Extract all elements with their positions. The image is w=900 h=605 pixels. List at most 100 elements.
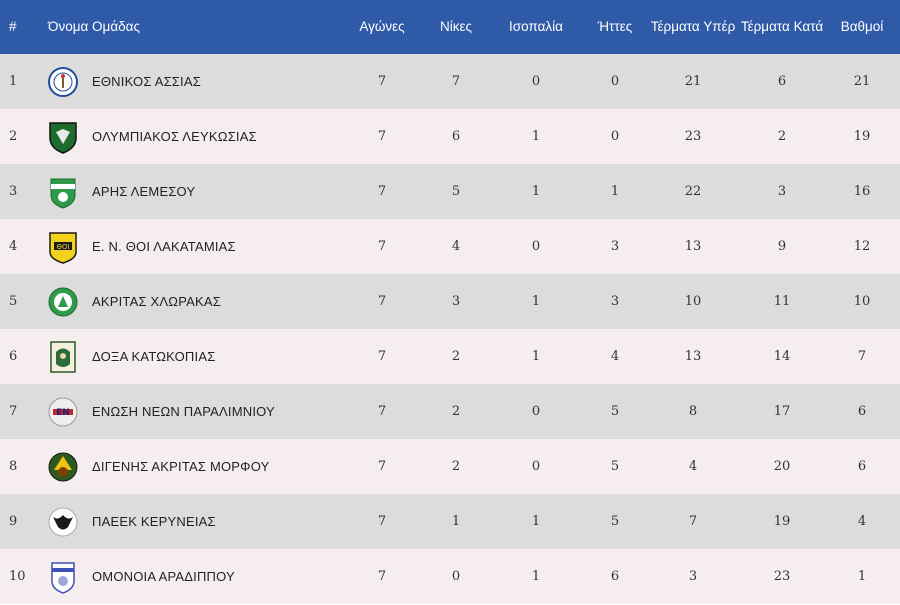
position-cell: 9 [9,514,18,529]
header-losses[interactable]: Ήττες [597,19,633,34]
position-cell: 8 [9,459,18,474]
goals-for-cell: 4 [688,459,698,474]
team-name[interactable]: ΔΟΞΑ ΚΑΤΩΚΟΠΙΑΣ [92,349,216,364]
table-row[interactable]: 3 ΑΡΗΣ ΛΕΜΕΣΟΥ 7 5 1 1 22 3 16 [0,164,900,219]
team-cell[interactable]: ΑΚΡΙΤΑΣ ΧΛΩΡΑΚΑΣ [40,285,340,319]
goals-for-cell: 22 [684,184,702,199]
team-name[interactable]: ΕΝΩΣΗ ΝΕΩΝ ΠΑΡΑΛΙΜΝΙΟΥ [92,404,275,419]
header-draws[interactable]: Ισοπαλία [509,19,563,34]
goals-for-cell: 8 [688,404,698,419]
table-row[interactable]: 1 ΕΘΝΙΚΟΣ ΑΣΣΙΑΣ 7 7 0 0 21 6 21 [0,54,900,109]
points-cell: 6 [857,459,867,474]
team-name[interactable]: Ε. Ν. ΘΟΙ ΛΑΚΑΤΑΜΙΑΣ [92,239,236,254]
table-row[interactable]: 2 ΟΛΥΜΠΙΑΚΟΣ ΛΕΥΚΩΣΙΑΣ 7 6 1 0 23 2 19 [0,109,900,164]
team-name[interactable]: ΑΚΡΙΤΑΣ ΧΛΩΡΑΚΑΣ [92,294,221,309]
team-cell[interactable]: ΟΛΥΜΠΙΑΚΟΣ ΛΕΥΚΩΣΙΑΣ [40,120,340,154]
losses-cell: 5 [610,514,620,529]
points-cell: 10 [853,294,871,309]
played-cell: 7 [377,129,387,144]
enp-icon: ΕΝ [48,395,78,429]
team-cell[interactable]: ΠΑΕΕΚ ΚΕΡΥΝΕΙΑΣ [40,505,340,539]
team-cell[interactable]: ΕΘΝΙΚΟΣ ΑΣΣΙΑΣ [40,65,340,99]
team-name[interactable]: ΕΘΝΙΚΟΣ ΑΣΣΙΑΣ [92,74,201,89]
table-row[interactable]: 10 ΟΜΟΝΟΙΑ ΑΡΑΔΙΠΠΟΥ 7 0 1 6 3 23 1 [0,549,900,604]
header-points[interactable]: Βαθμοί [840,19,884,34]
team-name[interactable]: ΑΡΗΣ ΛΕΜΕΣΟΥ [92,184,196,199]
points-cell: 7 [857,349,867,364]
wins-cell: 2 [451,404,461,419]
position-cell: 6 [9,349,18,364]
table-row[interactable]: 7 ΕΝ ΕΝΩΣΗ ΝΕΩΝ ΠΑΡΑΛΙΜΝΙΟΥ 7 2 0 5 8 17 6 [0,384,900,439]
wins-cell: 1 [451,514,461,529]
position-cell: 1 [9,74,18,89]
wins-cell: 5 [451,184,461,199]
team-name[interactable]: ΔΙΓΕΝΗΣ ΑΚΡΙΤΑΣ ΜΟΡΦΟΥ [92,459,270,474]
akritas-icon [48,285,78,319]
played-cell: 7 [377,349,387,364]
wins-cell: 2 [451,459,461,474]
team-cell[interactable]: ΕΝ ΕΝΩΣΗ ΝΕΩΝ ΠΑΡΑΛΙΜΝΙΟΥ [40,395,340,429]
position-cell: 10 [9,569,26,584]
losses-cell: 5 [610,459,620,474]
header-team[interactable]: Όνομα Ομάδας [48,19,140,34]
draws-cell: 1 [531,184,541,199]
losses-cell: 3 [610,294,620,309]
header-played[interactable]: Αγώνες [359,19,405,34]
table-row[interactable]: 4 ΘΟΙ Ε. Ν. ΘΟΙ ΛΑΚΑΤΑΜΙΑΣ 7 4 0 3 13 9 12 [0,219,900,274]
team-cell[interactable]: ΟΜΟΝΟΙΑ ΑΡΑΔΙΠΠΟΥ [40,560,340,594]
played-cell: 7 [377,459,387,474]
table-row[interactable]: 6 ΔΟΞΑ ΚΑΤΩΚΟΠΙΑΣ 7 2 1 4 13 14 7 [0,329,900,384]
team-cell[interactable]: ΔΟΞΑ ΚΑΤΩΚΟΠΙΑΣ [40,340,340,374]
goals-against-cell: 3 [777,184,787,199]
header-pos[interactable]: # [9,19,17,34]
paeek-icon [48,505,78,539]
wins-cell: 4 [451,239,461,254]
goals-against-cell: 6 [777,74,787,89]
header-goals-against[interactable]: Τέρματα Κατά [740,19,824,34]
draws-cell: 0 [531,459,541,474]
omonoia-aradippou-icon [48,560,78,594]
goals-against-cell: 11 [773,294,791,309]
goals-against-cell: 17 [773,404,791,419]
draws-cell: 1 [531,514,541,529]
team-name[interactable]: ΟΜΟΝΟΙΑ ΑΡΑΔΙΠΠΟΥ [92,569,235,584]
ethnikos-assias-icon [48,65,78,99]
losses-cell: 1 [610,184,620,199]
points-cell: 4 [857,514,867,529]
goals-against-cell: 20 [773,459,791,474]
position-cell: 3 [9,184,18,199]
header-goals-for[interactable]: Τέρματα Υπέρ [650,19,736,34]
played-cell: 7 [377,74,387,89]
goals-against-cell: 23 [773,569,791,584]
draws-cell: 1 [531,129,541,144]
header-wins[interactable]: Νίκες [439,19,473,34]
points-cell: 19 [853,129,871,144]
team-name[interactable]: ΟΛΥΜΠΙΑΚΟΣ ΛΕΥΚΩΣΙΑΣ [92,129,257,144]
losses-cell: 0 [610,74,620,89]
wins-cell: 7 [451,74,461,89]
wins-cell: 0 [451,569,461,584]
points-cell: 1 [857,569,867,584]
goals-for-cell: 21 [684,74,702,89]
table-row[interactable]: 5 ΑΚΡΙΤΑΣ ΧΛΩΡΑΚΑΣ 7 3 1 3 10 11 10 [0,274,900,329]
svg-text:ΕΝ: ΕΝ [56,408,70,418]
team-cell[interactable]: ΘΟΙ Ε. Ν. ΘΟΙ ΛΑΚΑΤΑΜΙΑΣ [40,230,340,264]
position-cell: 2 [9,129,18,144]
position-cell: 4 [9,239,18,254]
team-cell[interactable]: ΑΡΗΣ ΛΕΜΕΣΟΥ [40,175,340,209]
points-cell: 21 [853,74,871,89]
table-row[interactable]: 8 ΔΙΓΕΝΗΣ ΑΚΡΙΤΑΣ ΜΟΡΦΟΥ 7 2 0 5 4 20 6 [0,439,900,494]
played-cell: 7 [377,404,387,419]
losses-cell: 5 [610,404,620,419]
table-row[interactable]: 9 ΠΑΕΕΚ ΚΕΡΥΝΕΙΑΣ 7 1 1 5 7 19 4 [0,494,900,549]
doxa-icon [48,340,78,374]
team-cell[interactable]: ΔΙΓΕΝΗΣ ΑΚΡΙΤΑΣ ΜΟΡΦΟΥ [40,450,340,484]
team-name[interactable]: ΠΑΕΕΚ ΚΕΡΥΝΕΙΑΣ [92,514,216,529]
draws-cell: 1 [531,294,541,309]
wins-cell: 6 [451,129,461,144]
goals-for-cell: 3 [688,569,698,584]
goals-for-cell: 23 [684,129,702,144]
played-cell: 7 [377,514,387,529]
position-cell: 5 [9,294,18,309]
